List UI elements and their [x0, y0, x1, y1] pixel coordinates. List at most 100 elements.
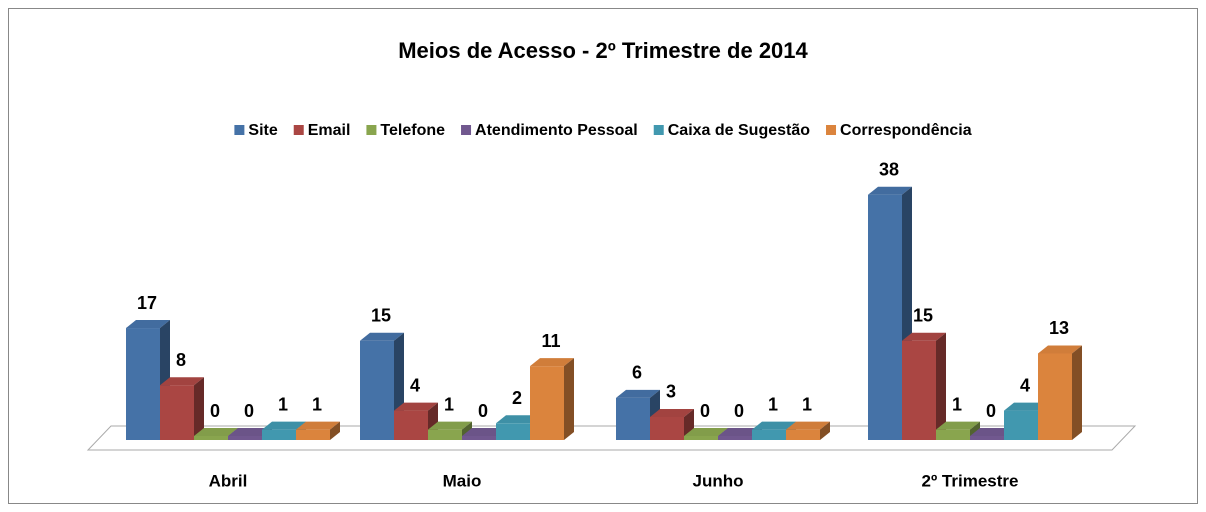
data-label: 0: [210, 401, 220, 421]
x-tick-label: Maio: [443, 471, 482, 490]
data-label: 3: [666, 382, 676, 402]
bar-front: [868, 194, 902, 440]
bar-top: [228, 428, 272, 436]
bar: [160, 377, 204, 440]
legend: Site Email Telefone Atendimento Pessoal Caix…: [234, 122, 972, 139]
bar-front: [496, 423, 530, 440]
bar-top: [462, 428, 506, 436]
legend-swatch: [461, 125, 472, 135]
bar-front: [902, 340, 936, 440]
bar-front: [970, 436, 1004, 440]
bar-front: [1038, 353, 1072, 440]
bar-top: [752, 421, 796, 430]
bar-top: [868, 186, 912, 195]
data-label: 0: [700, 401, 710, 421]
bar-front: [718, 436, 752, 440]
bar-top: [718, 428, 762, 436]
legend-label: Site: [248, 122, 277, 139]
data-label: 1: [444, 394, 454, 414]
data-label: 13: [1049, 318, 1069, 338]
bar-top: [360, 332, 404, 341]
bar-top: [650, 408, 694, 417]
bar-side: [936, 332, 946, 440]
bar: [902, 332, 946, 440]
data-label: 1: [278, 394, 288, 414]
legend-label: Telefone: [380, 122, 445, 139]
data-label: 4: [410, 375, 420, 395]
data-label: 1: [312, 394, 322, 414]
chart-frame: [8, 8, 1198, 504]
bar-top: [262, 421, 306, 430]
bar-front: [650, 416, 684, 440]
bar-top: [428, 421, 472, 430]
bar-front: [530, 366, 564, 440]
bar-front: [786, 429, 820, 440]
x-tick-label: 2º Trimestre: [922, 471, 1019, 490]
chart-title: Meios de Acesso - 2º Trimestre de 2014: [398, 38, 808, 63]
bar-top: [394, 402, 438, 411]
bar-front: [296, 429, 330, 440]
bar: [786, 421, 830, 440]
data-label: 4: [1020, 375, 1030, 395]
bar-top: [902, 332, 946, 341]
legend-label: Atendimento Pessoal: [475, 122, 638, 139]
bar-top: [936, 421, 980, 430]
bar-top: [194, 428, 238, 436]
data-label: 1: [802, 394, 812, 414]
legend-swatch: [653, 125, 664, 135]
data-label: 0: [478, 401, 488, 421]
bar-top: [616, 389, 660, 398]
bar-side: [194, 377, 204, 440]
data-label: 38: [879, 159, 899, 179]
bar-front: [752, 429, 786, 440]
legend-label: Correspondência: [840, 122, 972, 139]
x-tick-label: Abril: [209, 471, 248, 490]
bar-top: [160, 377, 204, 386]
bar-side: [820, 421, 830, 440]
legend-label: Email: [308, 122, 351, 139]
bar: [296, 421, 340, 440]
bar-front: [228, 436, 262, 440]
bar-front: [394, 410, 428, 440]
bar-top: [684, 428, 728, 436]
data-label: 2: [512, 388, 522, 408]
data-label: 0: [986, 401, 996, 421]
data-label: 1: [952, 394, 962, 414]
bar-top: [496, 415, 540, 424]
bar: [360, 332, 404, 440]
bar-side: [564, 358, 574, 440]
bar-top: [530, 358, 574, 367]
bar-front: [126, 328, 160, 440]
bar-front: [360, 340, 394, 440]
bar-front: [194, 436, 228, 440]
bar-top: [786, 421, 830, 430]
data-label: 17: [137, 293, 157, 313]
legend-swatch: [826, 125, 837, 135]
x-tick-label: Junho: [693, 471, 744, 490]
bar-top: [1004, 402, 1048, 411]
bar-top: [296, 421, 340, 430]
legend-swatch: [366, 125, 377, 135]
bar-top: [970, 428, 1014, 436]
bar-side: [1072, 345, 1082, 440]
legend-swatch: [234, 125, 245, 135]
bar-front: [684, 436, 718, 440]
bar-front: [160, 385, 194, 440]
legend-label: Caixa de Sugestão: [668, 122, 811, 139]
bar-front: [616, 397, 650, 440]
data-label: 6: [632, 363, 642, 383]
bar-front: [462, 436, 496, 440]
data-label: 8: [176, 350, 186, 370]
bar-front: [1004, 410, 1038, 440]
bar: [530, 358, 574, 440]
bar-front: [936, 429, 970, 440]
data-label: 15: [913, 306, 933, 326]
bar-top: [1038, 345, 1082, 354]
data-label: 15: [371, 306, 391, 326]
bar: [1038, 345, 1082, 440]
bar-front: [428, 429, 462, 440]
data-label: 1: [768, 394, 778, 414]
bar-top: [126, 320, 170, 329]
data-label: 0: [244, 401, 254, 421]
